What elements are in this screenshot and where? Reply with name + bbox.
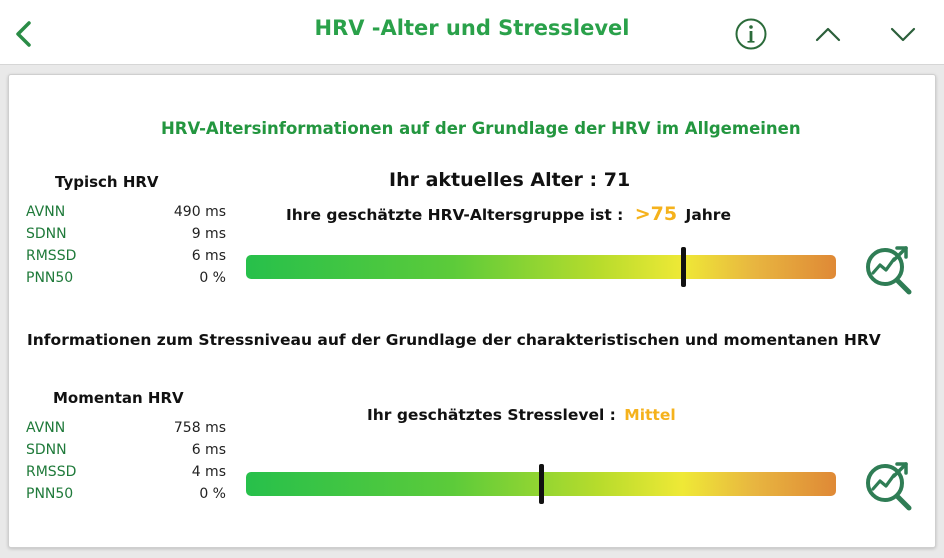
chevron-left-icon	[16, 21, 31, 47]
metric-label: AVNN	[26, 204, 66, 220]
chevron-down-icon	[890, 27, 916, 42]
age-group-prefix: Ihre geschätzte HRV-Altersgruppe ist :	[286, 206, 624, 224]
age-group-suffix: Jahre	[685, 206, 731, 224]
back-button[interactable]	[8, 14, 40, 54]
metric-row-pnn50: PNN50 0 %	[26, 267, 226, 289]
stress-level-value: Mittel	[624, 406, 676, 424]
metric-row-avnn: AVNN 490 ms	[26, 201, 226, 223]
metric-label: SDNN	[26, 226, 67, 242]
typical-hrv-metrics: AVNN 490 ms SDNN 9 ms RMSSD 6 ms PNN50 0…	[26, 201, 226, 289]
metric-label: PNN50	[26, 270, 74, 286]
stress-level-bar	[246, 464, 836, 504]
metric-row-sdnn: SDNN 6 ms	[26, 439, 226, 461]
metric-label: AVNN	[26, 420, 66, 436]
metric-value: 6 ms	[191, 442, 226, 458]
metric-row-rmssd: RMSSD 4 ms	[26, 461, 226, 483]
metric-value: 0 %	[199, 486, 226, 502]
typical-hrv-title: Typisch HRV	[55, 173, 159, 191]
info-button[interactable]	[733, 16, 769, 52]
metric-value: 758 ms	[173, 420, 226, 436]
age-analyze-button[interactable]	[861, 239, 917, 295]
previous-button[interactable]	[810, 16, 846, 52]
metric-row-pnn50: PNN50 0 %	[26, 483, 226, 505]
chart-magnifier-icon	[866, 246, 912, 295]
hrv-age-marker	[680, 247, 686, 287]
page-title: HRV -Alter und Stresslevel	[314, 16, 630, 40]
stress-section-title: Informationen zum Stressniveau auf der G…	[27, 331, 881, 349]
stress-level-text: Ihr geschätztes Stresslevel : Mittel	[367, 406, 676, 424]
metric-value: 4 ms	[191, 464, 226, 480]
stress-level-marker	[539, 464, 544, 504]
top-app-bar: HRV -Alter und Stresslevel	[0, 0, 944, 65]
momentary-hrv-title: Momentan HRV	[53, 389, 184, 407]
metric-value: 6 ms	[191, 248, 226, 264]
metric-value: 9 ms	[191, 226, 226, 242]
chart-magnifier-icon	[866, 462, 912, 511]
stress-level-prefix: Ihr geschätztes Stresslevel :	[367, 406, 616, 424]
hrv-age-bar	[246, 247, 836, 287]
momentary-hrv-metrics: AVNN 758 ms SDNN 6 ms RMSSD 4 ms PNN50 0…	[26, 417, 226, 505]
metric-value: 0 %	[199, 270, 226, 286]
age-group-value: >75	[634, 203, 678, 225]
metric-row-sdnn: SDNN 9 ms	[26, 223, 226, 245]
age-group-text: Ihre geschätzte HRV-Altersgruppe ist : >…	[286, 203, 731, 225]
info-circle-icon	[735, 18, 767, 50]
metric-label: RMSSD	[26, 464, 77, 480]
metric-value: 490 ms	[173, 204, 226, 220]
metric-label: RMSSD	[26, 248, 77, 264]
metric-label: PNN50	[26, 486, 74, 502]
next-button[interactable]	[885, 16, 921, 52]
metric-row-avnn: AVNN 758 ms	[26, 417, 226, 439]
current-age-text: Ihr aktuelles Alter : 71	[389, 169, 631, 191]
metric-row-rmssd: RMSSD 6 ms	[26, 245, 226, 267]
stress-analyze-button[interactable]	[861, 455, 917, 511]
age-section-title: HRV-Altersinformationen auf der Grundlag…	[161, 119, 801, 138]
chevron-up-icon	[815, 27, 841, 42]
metric-label: SDNN	[26, 442, 67, 458]
hrv-card: HRV-Altersinformationen auf der Grundlag…	[8, 74, 936, 548]
